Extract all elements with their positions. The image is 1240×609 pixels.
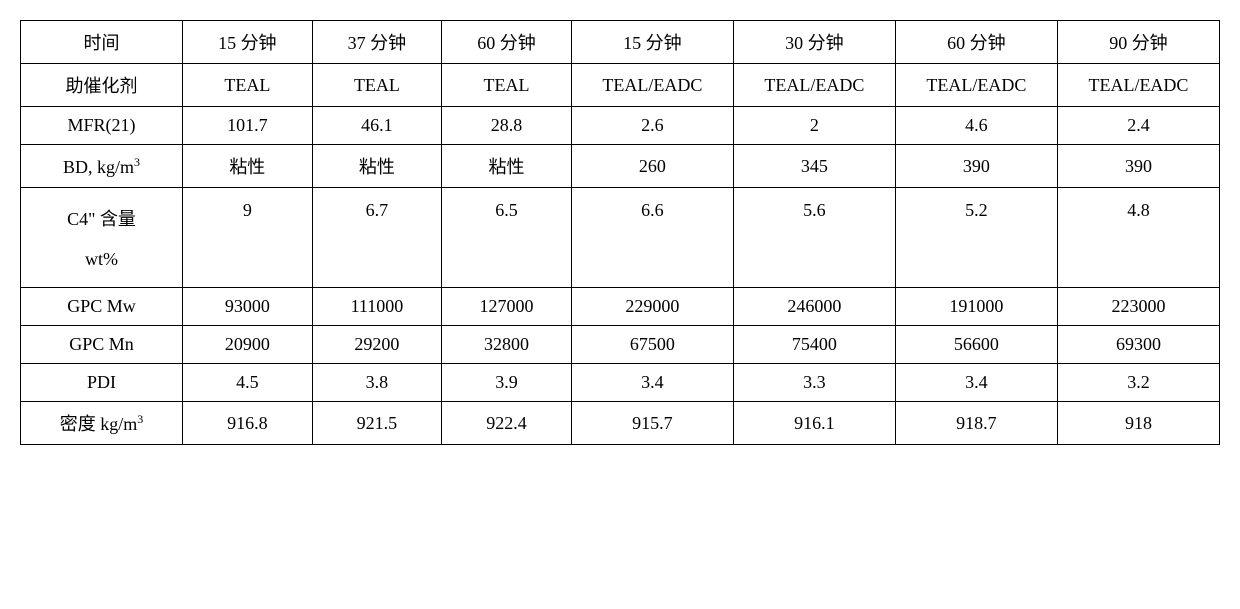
table-cell: 60 分钟 xyxy=(442,21,572,64)
table-cell: 3.3 xyxy=(733,364,895,402)
table-cell: 29200 xyxy=(312,326,442,364)
table-cell: 127000 xyxy=(442,288,572,326)
table-cell: 5.6 xyxy=(733,188,895,288)
row-label: C4" 含量 wt% xyxy=(21,188,183,288)
table-cell: 916.8 xyxy=(183,402,313,445)
table-cell: 229000 xyxy=(571,288,733,326)
table-row: GPC Mw 93000 111000 127000 229000 246000… xyxy=(21,288,1220,326)
table-cell: TEAL xyxy=(442,64,572,107)
table-cell: 111000 xyxy=(312,288,442,326)
table-cell: TEAL xyxy=(312,64,442,107)
table-row: 时间 15 分钟 37 分钟 60 分钟 15 分钟 30 分钟 60 分钟 9… xyxy=(21,21,1220,64)
table-cell: 5.2 xyxy=(895,188,1057,288)
table-cell: 915.7 xyxy=(571,402,733,445)
table-cell: 30 分钟 xyxy=(733,21,895,64)
label-line1: C4" 含量 xyxy=(67,209,136,229)
table-cell: 2 xyxy=(733,107,895,145)
row-label: BD, kg/m3 xyxy=(21,145,183,188)
data-table: 时间 15 分钟 37 分钟 60 分钟 15 分钟 30 分钟 60 分钟 9… xyxy=(20,20,1220,445)
table-cell: 93000 xyxy=(183,288,313,326)
table-cell: 6.5 xyxy=(442,188,572,288)
row-label: 时间 xyxy=(21,21,183,64)
label-line2: wt% xyxy=(85,249,118,269)
row-label: MFR(21) xyxy=(21,107,183,145)
table-cell: 4.8 xyxy=(1057,188,1219,288)
table-cell: 4.6 xyxy=(895,107,1057,145)
table-cell: 32800 xyxy=(442,326,572,364)
table-row: 助催化剂 TEAL TEAL TEAL TEAL/EADC TEAL/EADC … xyxy=(21,64,1220,107)
label-prefix: 密度 kg/m xyxy=(60,414,138,434)
label-superscript: 3 xyxy=(137,412,143,426)
table-cell: 60 分钟 xyxy=(895,21,1057,64)
table-cell: 2.4 xyxy=(1057,107,1219,145)
table-cell: TEAL/EADC xyxy=(1057,64,1219,107)
label-superscript: 3 xyxy=(134,155,140,169)
table-cell: 56600 xyxy=(895,326,1057,364)
table-row: C4" 含量 wt% 9 6.7 6.5 6.6 5.6 5.2 4.8 xyxy=(21,188,1220,288)
table-cell: 37 分钟 xyxy=(312,21,442,64)
table-cell: 3.8 xyxy=(312,364,442,402)
table-cell: 921.5 xyxy=(312,402,442,445)
table-cell: 28.8 xyxy=(442,107,572,145)
row-label: GPC Mw xyxy=(21,288,183,326)
table-cell: 3.2 xyxy=(1057,364,1219,402)
row-label: 密度 kg/m3 xyxy=(21,402,183,445)
table-cell: 粘性 xyxy=(183,145,313,188)
table-cell: 4.5 xyxy=(183,364,313,402)
table-cell: 69300 xyxy=(1057,326,1219,364)
table-cell: 101.7 xyxy=(183,107,313,145)
table-row: GPC Mn 20900 29200 32800 67500 75400 566… xyxy=(21,326,1220,364)
table-cell: 90 分钟 xyxy=(1057,21,1219,64)
table-cell: 246000 xyxy=(733,288,895,326)
table-cell: 918.7 xyxy=(895,402,1057,445)
table-cell: 20900 xyxy=(183,326,313,364)
table-cell: 9 xyxy=(183,188,313,288)
table-cell: TEAL/EADC xyxy=(571,64,733,107)
table-cell: 15 分钟 xyxy=(183,21,313,64)
table-cell: TEAL xyxy=(183,64,313,107)
table-cell: 3.4 xyxy=(571,364,733,402)
table-cell: TEAL/EADC xyxy=(895,64,1057,107)
table-cell: 916.1 xyxy=(733,402,895,445)
table-cell: 3.4 xyxy=(895,364,1057,402)
table-cell: 223000 xyxy=(1057,288,1219,326)
table-cell: 191000 xyxy=(895,288,1057,326)
table-cell: 922.4 xyxy=(442,402,572,445)
table-cell: 75400 xyxy=(733,326,895,364)
table-cell: 390 xyxy=(895,145,1057,188)
table-cell: 15 分钟 xyxy=(571,21,733,64)
table-cell: 粘性 xyxy=(312,145,442,188)
table-cell: 2.6 xyxy=(571,107,733,145)
table-cell: 6.6 xyxy=(571,188,733,288)
row-label: PDI xyxy=(21,364,183,402)
table-cell: 46.1 xyxy=(312,107,442,145)
table-cell: 6.7 xyxy=(312,188,442,288)
table-cell: 390 xyxy=(1057,145,1219,188)
table-cell: 3.9 xyxy=(442,364,572,402)
row-label: 助催化剂 xyxy=(21,64,183,107)
table-cell: TEAL/EADC xyxy=(733,64,895,107)
table-cell: 345 xyxy=(733,145,895,188)
table-row: PDI 4.5 3.8 3.9 3.4 3.3 3.4 3.2 xyxy=(21,364,1220,402)
row-label: GPC Mn xyxy=(21,326,183,364)
table-row: BD, kg/m3 粘性 粘性 粘性 260 345 390 390 xyxy=(21,145,1220,188)
table-row: 密度 kg/m3 916.8 921.5 922.4 915.7 916.1 9… xyxy=(21,402,1220,445)
table-row: MFR(21) 101.7 46.1 28.8 2.6 2 4.6 2.4 xyxy=(21,107,1220,145)
table-cell: 粘性 xyxy=(442,145,572,188)
table-cell: 260 xyxy=(571,145,733,188)
table-cell: 918 xyxy=(1057,402,1219,445)
label-prefix: BD, kg/m xyxy=(63,157,134,177)
table-cell: 67500 xyxy=(571,326,733,364)
